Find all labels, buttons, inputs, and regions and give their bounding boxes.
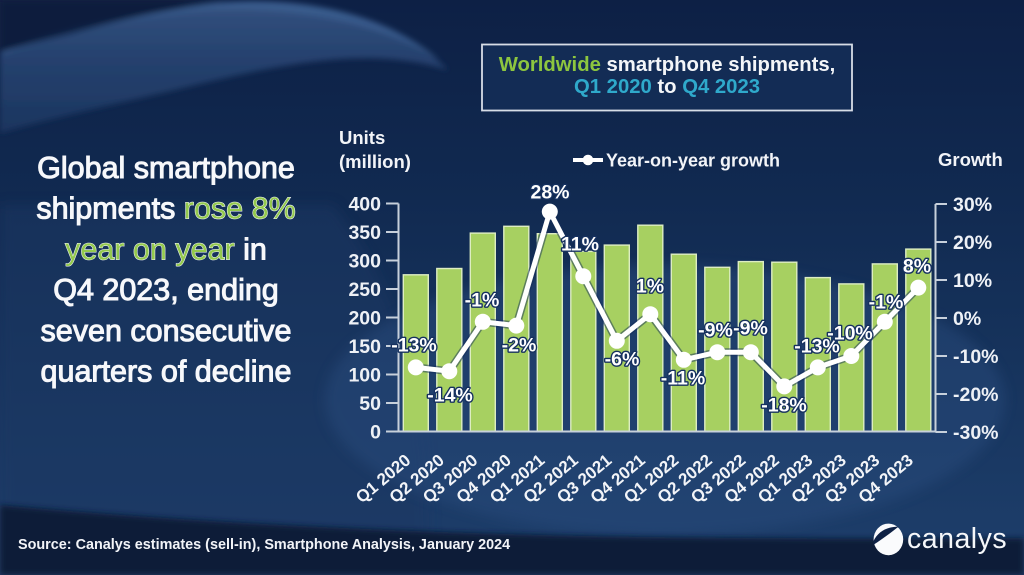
svg-text:28%: 28% <box>530 182 569 204</box>
svg-text:-14%: -14% <box>427 385 473 407</box>
svg-text:400: 400 <box>348 194 381 216</box>
svg-text:0: 0 <box>370 422 381 444</box>
svg-text:-30%: -30% <box>953 422 999 444</box>
svg-text:20%: 20% <box>953 232 992 254</box>
svg-text:-2%: -2% <box>502 335 537 357</box>
svg-text:-20%: -20% <box>953 384 999 406</box>
svg-text:50: 50 <box>359 393 381 415</box>
svg-text:-9%: -9% <box>733 318 768 340</box>
svg-text:-10%: -10% <box>953 346 999 368</box>
svg-text:10%: 10% <box>953 270 992 292</box>
svg-text:1%: 1% <box>636 276 664 298</box>
svg-text:100: 100 <box>348 365 381 387</box>
svg-text:-1%: -1% <box>465 290 500 312</box>
svg-text:Q4 2023, ending: Q4 2023, ending <box>53 273 279 307</box>
svg-text:shipments rose 8%: shipments rose 8% <box>36 192 295 226</box>
svg-text:30%: 30% <box>953 194 992 216</box>
svg-text:-10%: -10% <box>827 323 873 345</box>
svg-text:-13%: -13% <box>794 336 840 358</box>
svg-text:Worldwide smartphone shipments: Worldwide smartphone shipments, <box>499 54 836 76</box>
svg-text:0%: 0% <box>953 308 981 330</box>
svg-text:-1%: -1% <box>869 292 904 314</box>
svg-text:seven consecutive: seven consecutive <box>41 314 292 348</box>
svg-text:-13%: -13% <box>391 335 437 357</box>
svg-text:Growth: Growth <box>938 149 1003 170</box>
svg-text:150: 150 <box>348 336 381 358</box>
svg-text:quarters of decline: quarters of decline <box>41 355 292 389</box>
svg-text:canalys: canalys <box>907 523 1007 555</box>
svg-text:-9%: -9% <box>698 320 733 342</box>
svg-text:200: 200 <box>348 308 381 330</box>
svg-text:Year-on-year growth: Year-on-year growth <box>606 151 780 171</box>
svg-text:Q1 2020 to Q4 2023: Q1 2020 to Q4 2023 <box>574 76 760 98</box>
svg-text:11%: 11% <box>561 234 599 256</box>
svg-text:8%: 8% <box>903 256 931 278</box>
svg-text:Global smartphone: Global smartphone <box>37 151 295 185</box>
svg-text:300: 300 <box>348 251 381 273</box>
svg-text:350: 350 <box>348 222 381 244</box>
svg-text:-11%: -11% <box>661 368 705 390</box>
svg-text:year on year in: year on year in <box>65 232 267 266</box>
svg-text:-6%: -6% <box>605 349 640 371</box>
svg-text:Units: Units <box>339 127 385 148</box>
svg-text:-18%: -18% <box>761 395 807 417</box>
svg-text:250: 250 <box>348 279 381 301</box>
svg-text:(million): (million) <box>339 151 411 172</box>
svg-text:Source: Canalys estimates (sel: Source: Canalys estimates (sell-in), Sma… <box>18 537 510 553</box>
